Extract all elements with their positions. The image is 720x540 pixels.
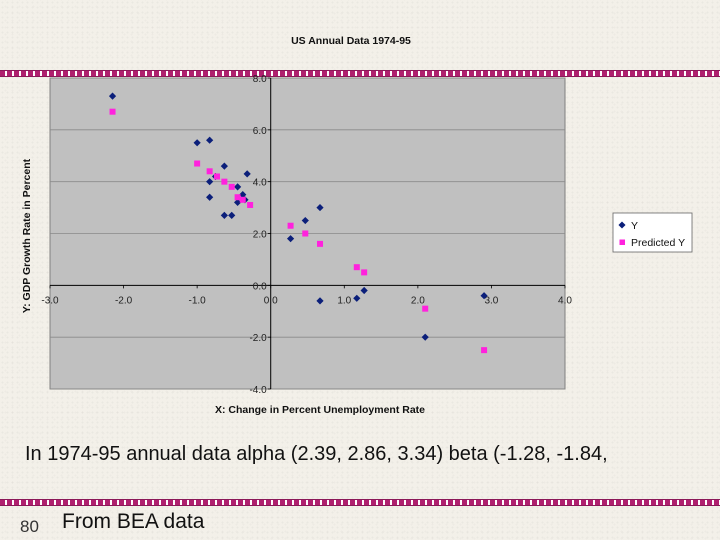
legend-marker-y xyxy=(618,221,626,229)
scatter-chart: US Annual Data 1974-95 -4.0 -2.0 0.0 2.0 4.0… xyxy=(21,35,693,416)
point-y xyxy=(316,297,324,305)
point-y xyxy=(286,235,295,243)
point-y xyxy=(353,294,361,302)
y-tick-label: 8.0 xyxy=(253,74,267,85)
x-tick-label: 3.0 xyxy=(484,295,498,306)
bottom-divider xyxy=(0,499,720,506)
point-y xyxy=(206,136,214,144)
point-predicted-y xyxy=(361,269,368,276)
point-y xyxy=(239,191,247,199)
x-tick-label: -2.0 xyxy=(115,295,133,306)
legend-label-y: Y xyxy=(631,220,638,232)
point-predicted-y xyxy=(302,230,309,237)
point-y xyxy=(220,211,228,219)
point-predicted-y xyxy=(214,173,221,180)
legend-box xyxy=(612,212,693,253)
point-predicted-y xyxy=(239,196,246,203)
x-tick-label: 4.0 xyxy=(558,295,572,306)
point-y xyxy=(193,139,201,147)
point-y xyxy=(220,162,228,170)
point-predicted-y xyxy=(247,201,254,208)
y-tick-label: 2.0 xyxy=(253,230,267,241)
point-predicted-y xyxy=(481,347,488,354)
point-predicted-y xyxy=(287,222,294,229)
point-y xyxy=(206,193,214,201)
point-y xyxy=(480,292,488,300)
data-points xyxy=(108,92,488,354)
y-tick-label: -4.0 xyxy=(249,385,267,396)
point-y xyxy=(108,92,117,100)
slide-number: 80 xyxy=(20,517,39,536)
source-note: From BEA data xyxy=(62,510,205,533)
point-y xyxy=(243,170,251,178)
point-y xyxy=(316,203,324,212)
y-axis-label: Y: GDP Growth Rate in Percent xyxy=(21,158,33,313)
y-tick-label: 6.0 xyxy=(253,126,267,137)
point-predicted-y xyxy=(206,168,213,175)
point-predicted-y xyxy=(221,178,228,185)
y-tick-label: -2.0 xyxy=(249,333,267,344)
point-predicted-y xyxy=(353,264,360,271)
x-tick-label: 1.0 xyxy=(337,295,351,306)
x-tick-label: -3.0 xyxy=(41,295,59,306)
x-axis-label: X: Change in Percent Unemployment Rate xyxy=(215,404,425,416)
axes xyxy=(49,77,566,390)
y-tick-label: 4.0 xyxy=(253,178,267,189)
chart-title: US Annual Data 1974-95 xyxy=(291,35,411,47)
y-tick-label: 0.0 xyxy=(253,281,267,292)
point-predicted-y xyxy=(228,183,235,190)
x-tick-label: -1.0 xyxy=(189,295,207,306)
x-tick-label: 2.0 xyxy=(411,295,425,306)
legend: Y Predicted Y xyxy=(612,212,693,253)
caption-text: In 1974-95 annual data alpha (2.39, 2.86… xyxy=(25,443,608,465)
top-divider xyxy=(0,70,720,77)
legend-label-predicted: Predicted Y xyxy=(631,237,685,249)
point-predicted-y xyxy=(317,240,324,247)
point-predicted-y xyxy=(109,108,116,115)
chart-container: US Annual Data 1974-95 -4.0 -2.0 0.0 2.0 4.0… xyxy=(21,35,693,416)
x-tick-label: 0.0 xyxy=(264,295,278,306)
point-y xyxy=(301,216,309,225)
point-predicted-y xyxy=(234,194,241,201)
point-y xyxy=(234,198,242,206)
legend-marker-predicted xyxy=(619,239,625,245)
point-y xyxy=(228,211,236,219)
point-y xyxy=(206,178,214,186)
tick-labels: -4.0 -2.0 0.0 2.0 4.0 6.0 8.0 -3.0 -2.0 -1.0 0.0 1.… xyxy=(41,74,572,396)
point-predicted-y xyxy=(194,160,201,167)
point-y xyxy=(421,333,429,341)
point-y xyxy=(360,286,368,295)
point-y xyxy=(234,183,242,191)
point-predicted-y xyxy=(422,305,429,312)
